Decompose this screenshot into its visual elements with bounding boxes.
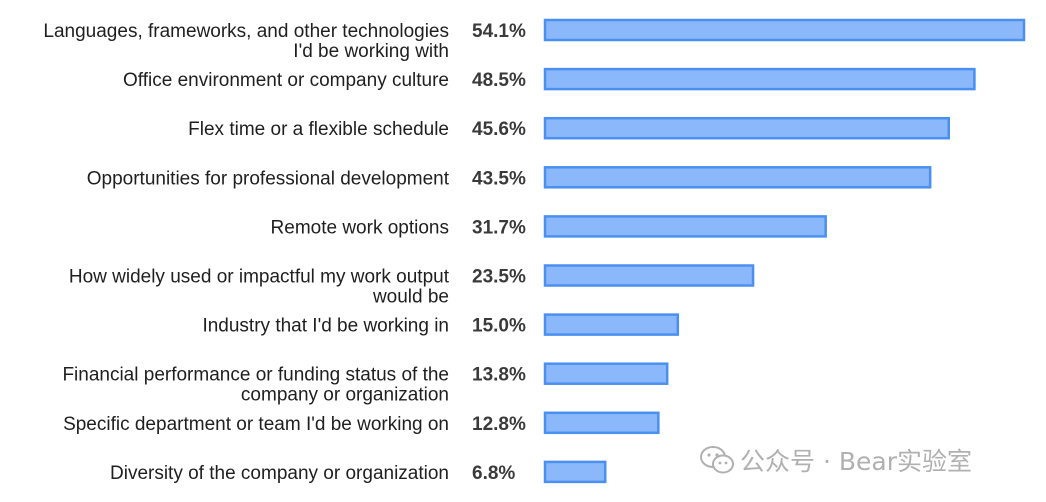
value-label: 54.1% xyxy=(472,21,526,42)
category-label-line: Diversity of the company or organization xyxy=(110,463,449,484)
value-label: 6.8% xyxy=(472,463,515,484)
bars xyxy=(543,18,1026,484)
value-label: 12.8% xyxy=(472,414,526,435)
category-label-line: would be xyxy=(372,287,449,308)
value-label: 15.0% xyxy=(472,316,526,337)
value-label: 13.8% xyxy=(472,365,526,386)
value-label: 48.5% xyxy=(472,70,526,91)
bar xyxy=(543,67,976,91)
category-label: Diversity of the company or organization xyxy=(110,463,449,484)
category-label: Industry that I'd be working in xyxy=(202,316,449,337)
category-label: Flex time or a flexible schedule xyxy=(188,119,449,140)
bar xyxy=(543,18,1026,42)
bar xyxy=(543,313,680,336)
value-label: 43.5% xyxy=(472,168,526,189)
bar xyxy=(543,116,950,140)
category-label-line: Remote work options xyxy=(271,217,449,238)
wechat-icon xyxy=(700,446,734,474)
value-label: 31.7% xyxy=(472,217,526,238)
bar xyxy=(543,264,755,287)
value-labels: 54.1% 48.5% 45.6% 43.5% 31.7% 23.5% 15.0% 13.8%… xyxy=(472,21,526,484)
category-label-line: company or organization xyxy=(241,385,449,406)
category-label-line: Opportunities for professional developme… xyxy=(87,168,450,189)
category-label-line: Flex time or a flexible schedule xyxy=(188,119,449,140)
category-labels: Languages, frameworks, and other technol… xyxy=(43,21,449,484)
category-label-line: Office environment or company culture xyxy=(123,70,449,91)
watermark: 公众号 · Bear实验室 xyxy=(700,442,972,478)
watermark-text: 公众号 · Bear实验室 xyxy=(740,447,972,476)
value-label: 45.6% xyxy=(472,119,526,140)
category-label-line: Specific department or team I'd be worki… xyxy=(63,414,449,435)
category-label: Opportunities for professional developme… xyxy=(87,168,450,189)
category-label-line: Languages, frameworks, and other technol… xyxy=(43,21,449,42)
bar xyxy=(543,166,932,189)
bar xyxy=(543,411,660,435)
category-label: How widely used or impactful my work out… xyxy=(69,267,450,308)
bar xyxy=(543,362,669,385)
value-label: 23.5% xyxy=(472,267,526,288)
category-label-line: How widely used or impactful my work out… xyxy=(69,267,450,288)
category-label: Remote work options xyxy=(271,217,449,238)
category-label-line: Financial performance or funding status … xyxy=(62,365,449,386)
category-label: Specific department or team I'd be worki… xyxy=(63,414,449,435)
category-label-line: I'd be working with xyxy=(293,41,449,62)
category-label: Languages, frameworks, and other technol… xyxy=(43,21,449,62)
bar xyxy=(543,460,607,484)
category-label: Financial performance or funding status … xyxy=(62,365,449,406)
bar xyxy=(543,215,827,238)
category-label-line: Industry that I'd be working in xyxy=(202,316,449,337)
category-label: Office environment or company culture xyxy=(123,70,449,91)
